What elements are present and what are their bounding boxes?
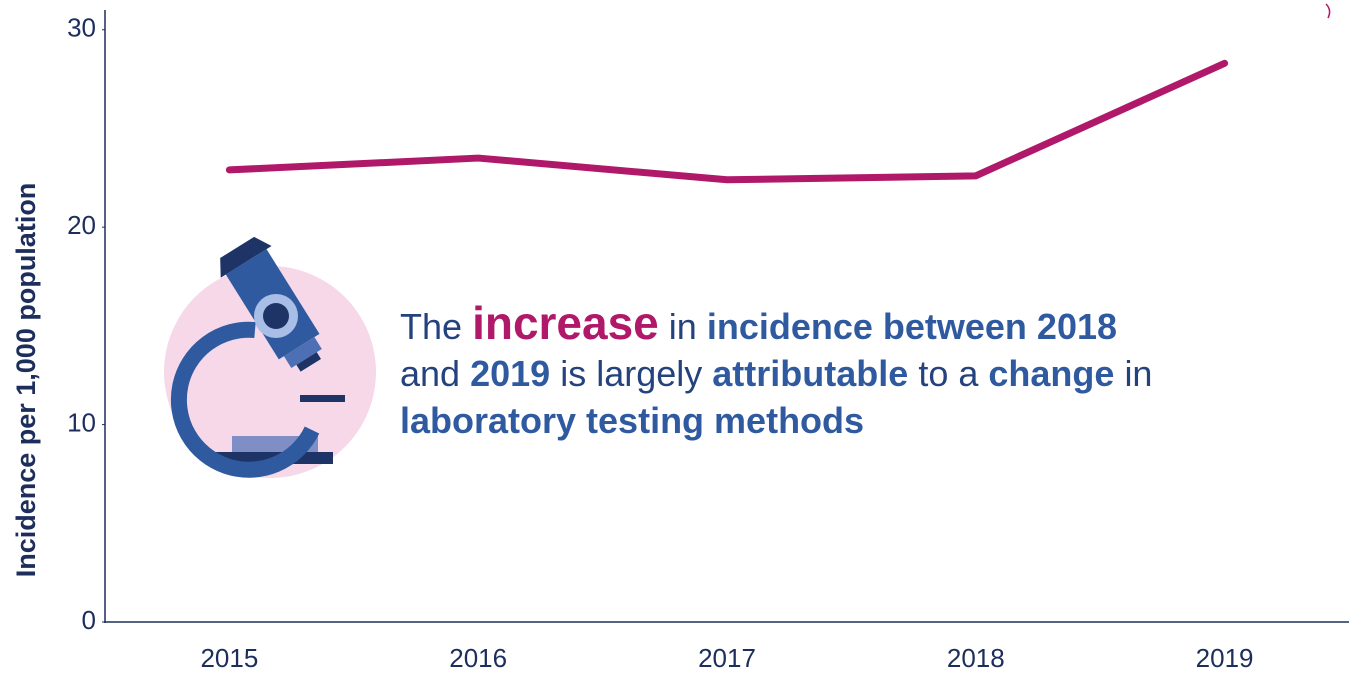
y-tick-label: 10 [67, 407, 96, 437]
annotation-text: in [1124, 353, 1153, 394]
annotation-text: to a [918, 353, 979, 394]
corner-mark [1325, 3, 1331, 19]
annotation-line: and 2019 is largely attributable to a ch… [400, 350, 1330, 397]
annotation-text: laboratory testing methods [400, 400, 865, 441]
x-tick-label: 2016 [449, 643, 507, 673]
y-tick-label: 30 [67, 13, 96, 43]
annotation-line: laboratory testing methods [400, 397, 1330, 444]
x-tick-label: 2018 [947, 643, 1005, 673]
annotation-text: increase [472, 297, 659, 349]
y-axis-label: Incidence per 1,000 population [11, 183, 41, 578]
y-tick-label: 0 [82, 605, 96, 635]
y-tick-label: 20 [67, 210, 96, 240]
annotation-text: in [668, 306, 697, 347]
x-tick-label: 2019 [1196, 643, 1254, 673]
annotation-text: and [400, 353, 461, 394]
x-tick-label: 2017 [698, 643, 756, 673]
annotation-text: change [988, 353, 1115, 394]
annotation-text: incidence between 2018 [706, 306, 1118, 347]
annotation: The increase in incidence between 2018 an… [400, 300, 1330, 444]
annotation-text: The [400, 306, 463, 347]
x-tick-label: 2015 [200, 643, 258, 673]
microscope-icon [164, 236, 376, 478]
annotation-line: The increase in incidence between 2018 [400, 300, 1330, 350]
annotation-text: attributable [712, 353, 909, 394]
annotation-text: is largely [560, 353, 703, 394]
annotation-text: 2019 [470, 353, 551, 394]
data-line [225, 59, 1229, 184]
